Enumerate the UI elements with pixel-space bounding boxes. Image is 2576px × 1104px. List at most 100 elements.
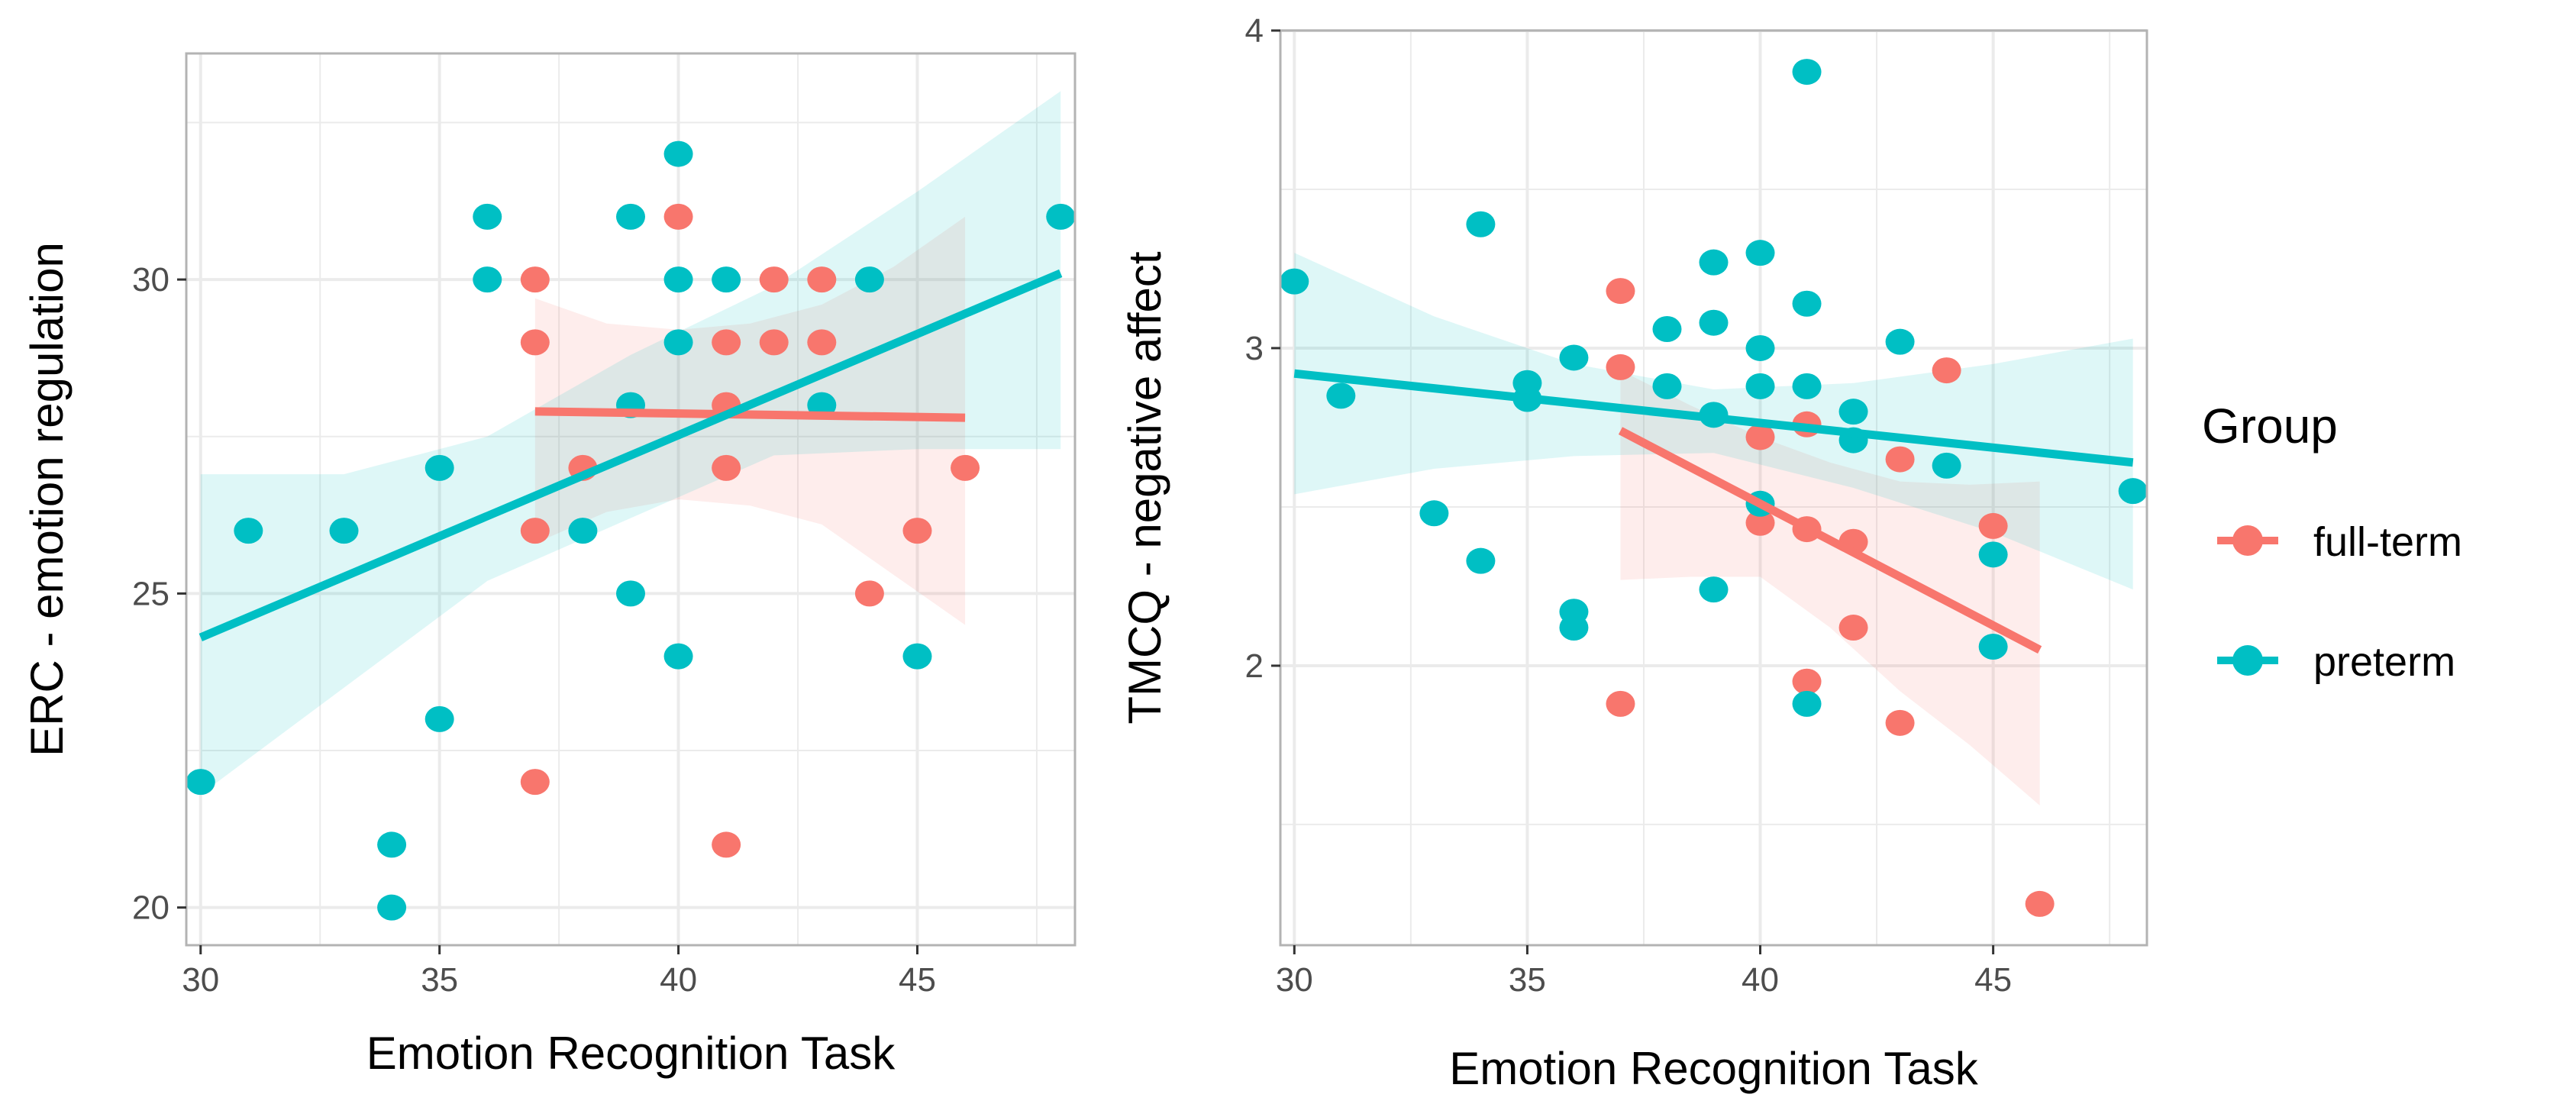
data-point-preterm: [1652, 373, 1682, 399]
data-point-preterm: [1978, 633, 2008, 660]
data-point-full-term: [951, 454, 980, 481]
data-point-preterm: [377, 894, 407, 921]
x-tick-label: 35: [421, 961, 458, 999]
data-point-preterm: [1792, 59, 1822, 86]
legend-key-preterm-dot: [2232, 645, 2263, 676]
x-tick-label: 35: [1509, 961, 1546, 999]
confidence-band-preterm: [200, 91, 1061, 795]
data-point-preterm: [902, 643, 932, 670]
data-point-full-term: [854, 580, 884, 607]
data-point-full-term: [759, 329, 789, 356]
erc-panel: 30 35 40 45 20 25 30 Emotion Recognition Task ER…: [21, 52, 1077, 1079]
data-point-full-term: [1978, 512, 2008, 539]
data-point-preterm: [712, 266, 741, 293]
y-tick-label: 2: [1245, 647, 1264, 685]
data-point-full-term: [1606, 353, 1635, 380]
data-point-preterm: [234, 518, 263, 544]
data-point-preterm: [473, 266, 502, 293]
legend-title: Group: [2202, 399, 2338, 454]
data-point-full-term: [663, 203, 693, 230]
data-point-full-term: [1745, 509, 1775, 536]
plot-border: [185, 52, 1077, 947]
data-point-full-term: [807, 329, 837, 356]
data-point-preterm: [1699, 576, 1729, 603]
data-point-preterm: [1046, 203, 1076, 230]
data-point-preterm: [568, 518, 598, 544]
y-tick-label: 20: [132, 889, 169, 927]
fit-line-full-term: [1618, 427, 2042, 654]
x-tick-label: 30: [1276, 961, 1313, 999]
data-point-full-term: [2025, 890, 2055, 917]
fit-line-preterm: [1293, 369, 2134, 467]
y-axis-title: ERC - emotion regulation: [21, 242, 73, 757]
data-point-preterm: [1745, 334, 1775, 361]
fit-line-full-term: [534, 407, 966, 422]
data-point-full-term: [1792, 668, 1822, 695]
data-point-preterm: [1699, 309, 1729, 336]
data-point-preterm: [616, 580, 645, 607]
data-point-preterm: [1792, 690, 1822, 717]
data-point-preterm: [1885, 328, 1915, 355]
data-point-full-term: [520, 769, 550, 796]
data-point-preterm: [424, 705, 454, 732]
legend-item-preterm[interactable]: preterm: [2217, 639, 2455, 685]
data-point-preterm: [2118, 478, 2148, 505]
data-point-preterm: [1280, 268, 1309, 295]
data-point-preterm: [663, 329, 693, 356]
data-point-full-term: [520, 266, 550, 293]
x-tick-label: 30: [182, 961, 219, 999]
data-point-preterm: [1745, 240, 1775, 266]
data-point-full-term: [520, 518, 550, 544]
x-tick-label: 45: [1974, 961, 2012, 999]
data-point-full-term: [1606, 278, 1635, 305]
data-point-preterm: [424, 454, 454, 481]
data-point-preterm: [1326, 383, 1356, 409]
data-point-full-term: [1745, 424, 1775, 450]
data-point-full-term: [902, 518, 932, 544]
data-point-preterm: [473, 203, 502, 230]
legend: Group full-term preterm: [2202, 399, 2462, 685]
y-tick-label: 3: [1245, 330, 1264, 367]
data-point-preterm: [663, 266, 693, 293]
data-point-full-term: [1885, 446, 1915, 473]
y-axis-title: TMCQ - negative affect: [1119, 251, 1170, 724]
legend-key-full-term-dot: [2232, 525, 2263, 556]
data-point-full-term: [712, 454, 741, 481]
data-point-preterm: [1419, 500, 1449, 527]
data-point-preterm: [1978, 541, 2008, 568]
x-tick-label: 45: [899, 961, 936, 999]
confidence-band-full-term: [1620, 370, 2040, 805]
x-axis-title: Emotion Recognition Task: [366, 1028, 896, 1079]
fit-line-preterm: [199, 269, 1063, 642]
data-point-preterm: [377, 831, 407, 858]
data-point-preterm: [1699, 249, 1729, 276]
tmcq-panel: 30 35 40 45 2 3 4 Emotion Recognition Task TMCQ …: [1119, 12, 2148, 1094]
data-point-full-term: [520, 329, 550, 356]
data-point-preterm: [186, 769, 215, 796]
y-tick-label: 25: [132, 575, 169, 612]
data-point-full-term: [1885, 709, 1915, 736]
data-point-preterm: [1792, 373, 1822, 399]
confidence-band-full-term: [534, 216, 966, 625]
legend-label-preterm: preterm: [2313, 639, 2455, 685]
data-point-preterm: [1792, 290, 1822, 317]
legend-item-full-term[interactable]: full-term: [2217, 519, 2462, 565]
data-point-preterm: [329, 518, 359, 544]
y-tick-label: 30: [132, 261, 169, 299]
data-point-preterm: [1559, 615, 1589, 641]
plot-background: [186, 53, 1075, 945]
data-point-full-term: [712, 329, 741, 356]
data-point-full-term: [807, 266, 837, 293]
data-point-preterm: [663, 140, 693, 167]
y-tick-label: 4: [1245, 12, 1264, 50]
data-point-preterm: [1652, 316, 1682, 343]
data-point-preterm: [663, 643, 693, 670]
plot-border: [1279, 29, 2148, 947]
data-point-full-term: [759, 266, 789, 293]
x-axis-title: Emotion Recognition Task: [1449, 1043, 1979, 1094]
plot-background: [1280, 31, 2147, 945]
data-point-preterm: [1932, 452, 1961, 479]
data-point-preterm: [616, 203, 645, 230]
data-point-preterm: [1466, 547, 1496, 574]
